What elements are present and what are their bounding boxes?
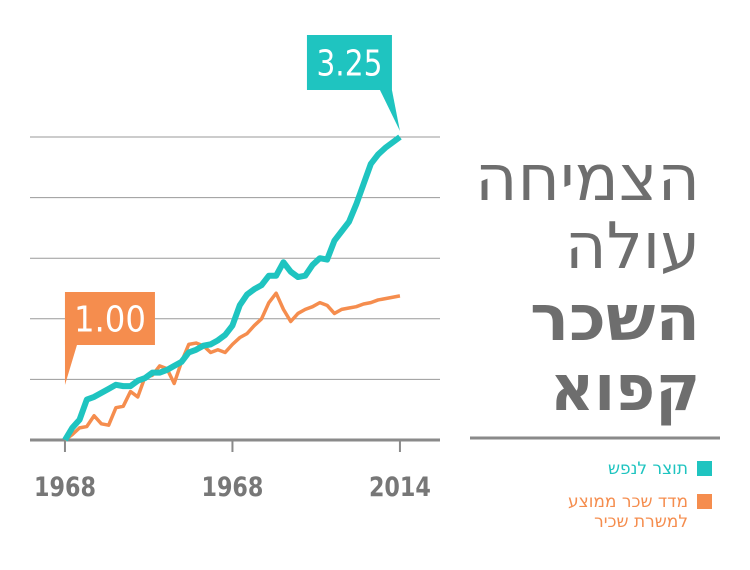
chart-title: השכר: [530, 282, 700, 356]
legend-label: תוצר לנפש: [607, 459, 688, 479]
callout: 1.00: [64, 292, 155, 385]
callout: 3.25: [306, 35, 400, 131]
legend-swatch: [697, 494, 712, 509]
callout-box: [64, 292, 155, 345]
callout-pointer: [64, 345, 77, 385]
callout-box: [306, 35, 392, 90]
series-line: [62, 134, 402, 442]
chart-title: הצמיחה: [475, 142, 700, 216]
callout-label: 3.25: [316, 44, 382, 85]
chart-title: קפוא: [550, 352, 700, 426]
x-tick-label: 1968: [201, 472, 263, 503]
callout-pointer: [379, 90, 400, 131]
x-tick-label: 2014: [369, 472, 431, 503]
callout-label: 1.00: [74, 300, 146, 341]
series-line: [63, 291, 401, 442]
legend-swatch: [697, 461, 712, 476]
legend-label: מדד שכר ממוצע למשרת שכיר: [568, 492, 688, 532]
x-tick-label: 1968: [34, 472, 96, 503]
chart-title: עולה: [565, 210, 700, 284]
